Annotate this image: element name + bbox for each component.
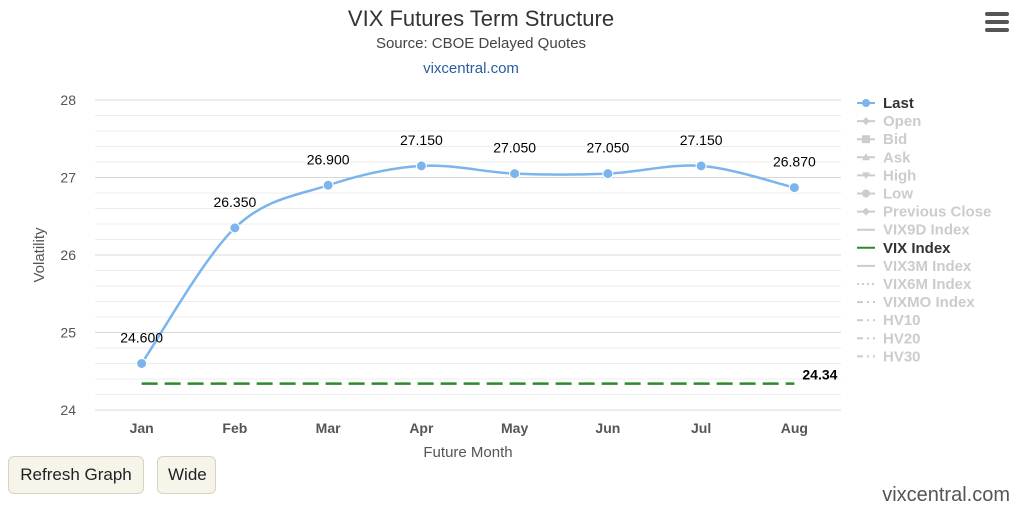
- footer-brand: vixcentral.com: [882, 484, 1010, 506]
- x-axis-title: Future Month: [423, 444, 512, 461]
- y-tick-label: 28: [60, 92, 76, 108]
- last-data-point: [415, 160, 427, 172]
- wide-button[interactable]: Wide: [157, 456, 216, 494]
- legend-label: HV30: [883, 348, 921, 365]
- last-data-label: 26.350: [213, 194, 256, 210]
- last-data-point: [229, 222, 241, 234]
- legend-label: Ask: [883, 149, 911, 166]
- y-tick-label: 25: [60, 325, 76, 341]
- legend-label: Open: [883, 113, 921, 130]
- legend-item[interactable]: Previous Close: [857, 204, 991, 221]
- refresh-graph-button[interactable]: Refresh Graph: [8, 456, 144, 494]
- legend-item[interactable]: HV30: [857, 348, 921, 365]
- legend-item[interactable]: Ask: [857, 149, 911, 166]
- legend-label: Bid: [883, 131, 907, 148]
- legend-item[interactable]: Last: [857, 95, 914, 112]
- chart-subtitle: Source: CBOE Delayed Quotes: [376, 35, 586, 52]
- legend-label: Previous Close: [883, 204, 991, 221]
- last-data-label: 27.050: [586, 140, 629, 156]
- legend-item[interactable]: VIX6M Index: [857, 276, 972, 293]
- legend-label: VIX Index: [883, 240, 951, 257]
- x-tick-label: May: [501, 420, 528, 436]
- chart-title: VIX Futures Term Structure: [348, 6, 614, 31]
- x-tick-label: Aug: [781, 420, 808, 436]
- legend-label: High: [883, 167, 916, 184]
- legend-marker: [862, 189, 870, 198]
- legend-label: VIXMO Index: [883, 294, 975, 311]
- legend-marker: [862, 99, 870, 107]
- legend-marker: [862, 153, 870, 161]
- legend-item[interactable]: VIX Index: [857, 240, 951, 257]
- legend-label: Low: [883, 186, 913, 203]
- source-link[interactable]: vixcentral.com: [423, 60, 519, 77]
- last-data-point: [695, 160, 707, 172]
- y-tick-label: 24: [60, 402, 76, 418]
- last-data-label: 27.150: [400, 132, 443, 148]
- legend-item[interactable]: VIX9D Index: [857, 222, 970, 239]
- legend-item[interactable]: HV10: [857, 312, 921, 329]
- chart-menu-icon[interactable]: [985, 12, 1009, 34]
- x-axis-ticks: Jan Feb Mar Apr May Jun Jul Aug: [130, 420, 808, 436]
- last-data-point: [509, 168, 521, 180]
- vix-index-label: 24.34: [802, 367, 837, 383]
- last-data-label: 26.870: [773, 154, 816, 170]
- x-tick-label: Apr: [409, 420, 434, 436]
- legend-item[interactable]: Low: [857, 186, 913, 203]
- last-data-label: 26.900: [307, 151, 350, 167]
- last-data-point: [322, 179, 334, 191]
- last-data-point: [136, 358, 148, 369]
- legend-item[interactable]: VIXMO Index: [857, 294, 975, 311]
- legend-label: HV10: [883, 312, 921, 329]
- legend-marker: [862, 135, 870, 144]
- last-data-label: 24.600: [120, 330, 163, 346]
- x-tick-label: Jan: [130, 420, 154, 436]
- legend-label: VIX6M Index: [883, 276, 972, 293]
- y-tick-label: 26: [60, 247, 76, 263]
- x-tick-label: Jun: [595, 420, 620, 436]
- legend-item[interactable]: VIX3M Index: [857, 258, 972, 275]
- last-data-point: [788, 182, 800, 194]
- last-data-point: [602, 168, 614, 180]
- legend-label: Last: [883, 95, 914, 112]
- legend-label: VIX3M Index: [883, 258, 972, 275]
- legend-marker: [862, 172, 870, 180]
- last-data-label: 27.150: [680, 132, 723, 148]
- legend-item[interactable]: Open: [857, 113, 921, 130]
- last-data-label: 27.050: [493, 140, 536, 156]
- legend-label: VIX9D Index: [883, 222, 970, 239]
- legend-item[interactable]: HV20: [857, 330, 921, 347]
- legend-item[interactable]: High: [857, 167, 916, 184]
- x-tick-label: Feb: [222, 420, 247, 436]
- legend-marker: [862, 117, 870, 126]
- y-axis-ticks: 24 25 26 27 28: [60, 92, 76, 418]
- chart-series: 24.34 24.600 26.350 26.900 27.150 27.050 27.05…: [120, 132, 838, 385]
- legend-label: HV20: [883, 330, 921, 347]
- legend-marker: [862, 207, 870, 216]
- x-tick-label: Jul: [691, 420, 711, 436]
- legend-item[interactable]: Bid: [857, 131, 907, 148]
- chart-grid: [95, 99, 841, 411]
- y-tick-label: 27: [60, 170, 76, 186]
- x-tick-label: Mar: [316, 420, 341, 436]
- y-axis-title: Volatility: [31, 227, 48, 283]
